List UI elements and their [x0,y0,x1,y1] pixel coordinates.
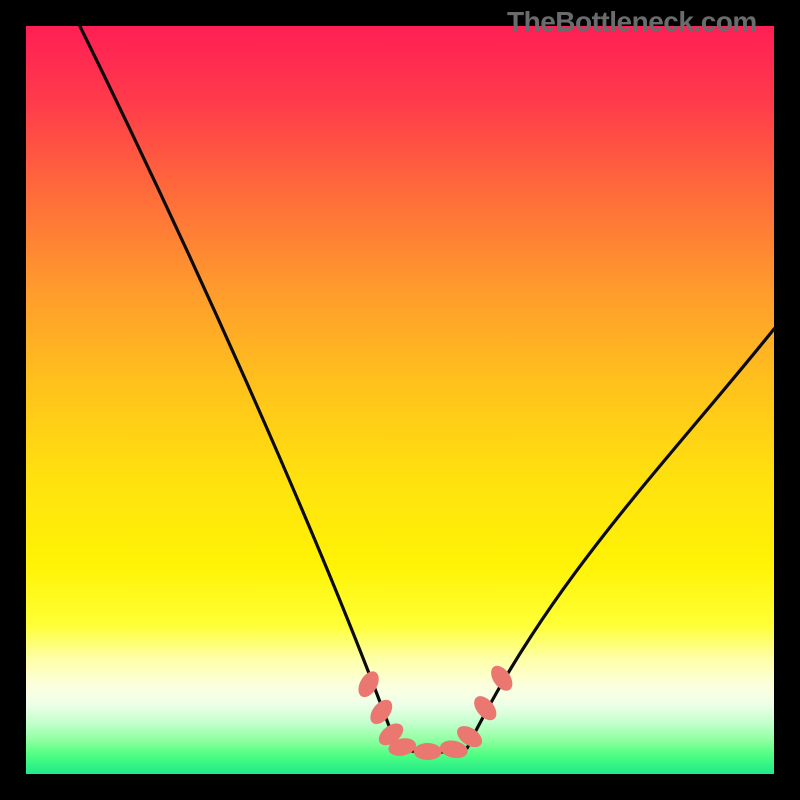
chart-plot-area [26,26,774,774]
stage: TheBottleneck.com [0,0,800,800]
watermark-text: TheBottleneck.com [507,6,757,38]
